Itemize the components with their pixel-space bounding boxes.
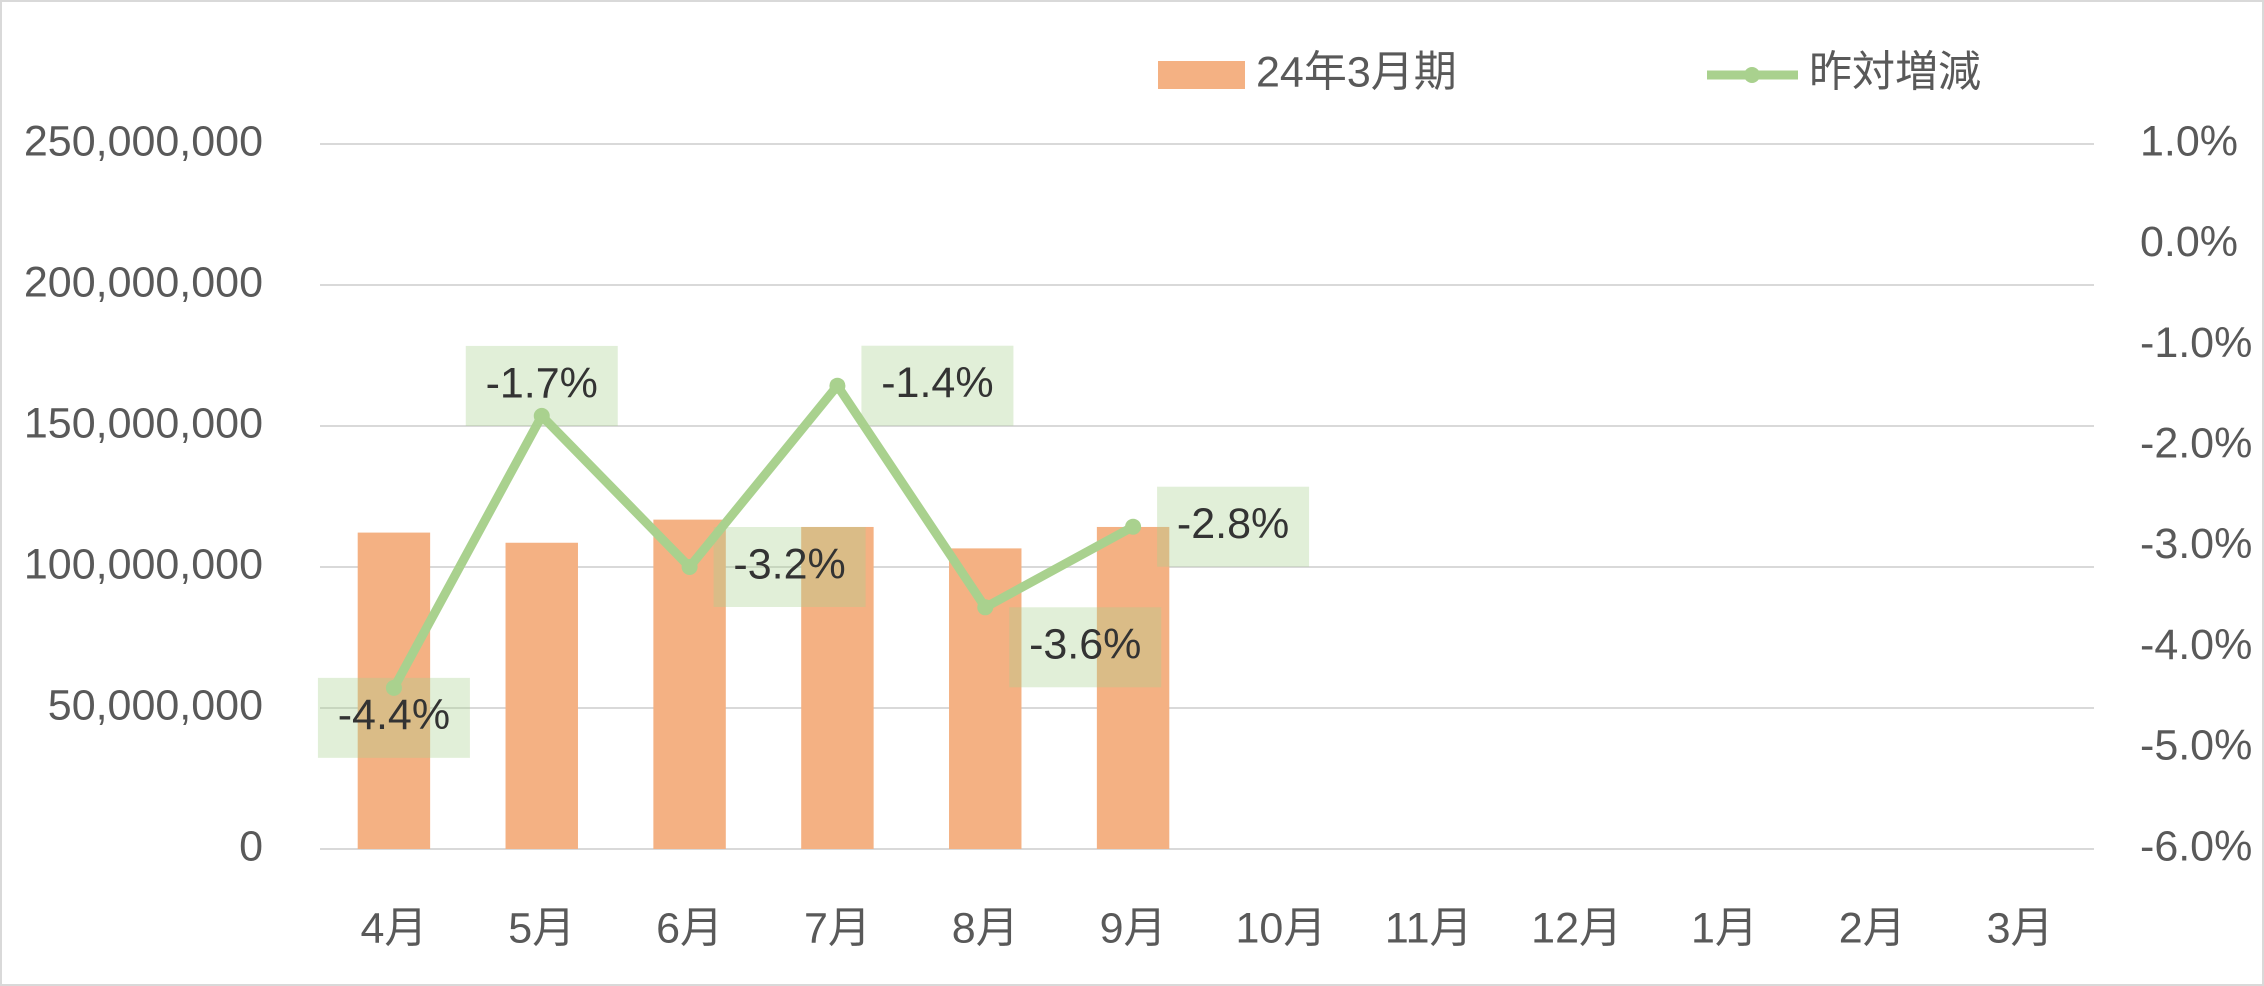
x-tick-label: 12月 [1531, 904, 1622, 952]
y2-tick-label: -5.0% [2140, 722, 2252, 770]
y-tick-label: 150,000,000 [24, 399, 263, 447]
bar [505, 542, 578, 849]
line-marker [533, 407, 550, 424]
data-label: -4.4% [338, 691, 450, 739]
y2-tick-label: -6.0% [2140, 822, 2252, 870]
x-tick-label: 6月 [656, 904, 723, 952]
y-tick-label: 200,000,000 [24, 258, 263, 306]
y2-tick-label: 0.0% [2140, 218, 2238, 266]
legend-label: 昨対増減 [1809, 48, 1981, 96]
y2-tick-label: -2.0% [2140, 420, 2252, 468]
x-tick-label: 11月 [1385, 904, 1473, 952]
y2-tick-label: 1.0% [2140, 117, 2238, 165]
bar [801, 526, 874, 849]
x-tick-label: 1月 [1691, 904, 1758, 952]
x-tick-label: 7月 [804, 904, 871, 952]
line [389, 381, 1136, 691]
y2-tick-label: -4.0% [2140, 621, 2252, 669]
y-tick-label: 100,000,000 [24, 540, 263, 588]
data-label: -1.7% [486, 359, 598, 407]
data-label: -2.8% [1177, 500, 1289, 548]
y-tick-label: 250,000,000 [24, 117, 263, 165]
line-marker [977, 599, 994, 616]
line-marker [829, 377, 846, 394]
legend-swatch [1158, 61, 1245, 89]
data-label-box [317, 677, 470, 758]
data-label: -1.4% [881, 359, 993, 407]
data-label: -3.2% [733, 540, 845, 588]
data-label-box [713, 527, 866, 607]
x-tick-label: 8月 [952, 904, 1019, 952]
x-tick-label: 10月 [1235, 904, 1326, 952]
data-label: -3.6% [1029, 621, 1141, 669]
line-marker [1125, 518, 1142, 535]
x-tick-label: 3月 [1987, 904, 2054, 952]
y2-tick-label: -1.0% [2140, 319, 2252, 367]
x-tick-label: 4月 [360, 904, 427, 952]
line-marker [681, 559, 698, 575]
y2-tick-label: -3.0% [2140, 520, 2252, 568]
data-label-box [465, 345, 618, 426]
legend-label: 24年3月期 [1256, 48, 1457, 96]
data-label-box [1157, 486, 1310, 567]
x-tick-label: 5月 [508, 904, 575, 952]
line-marker [385, 679, 402, 696]
legend-marker [1744, 67, 1760, 83]
x-tick-label: 2月 [1839, 904, 1906, 952]
data-label-box [861, 345, 1014, 426]
y-tick-label: 50,000,000 [48, 681, 263, 729]
data-label-box [1009, 607, 1162, 688]
y-tick-label: 0 [239, 822, 263, 870]
x-tick-label: 9月 [1100, 904, 1167, 952]
bar [1096, 526, 1170, 849]
